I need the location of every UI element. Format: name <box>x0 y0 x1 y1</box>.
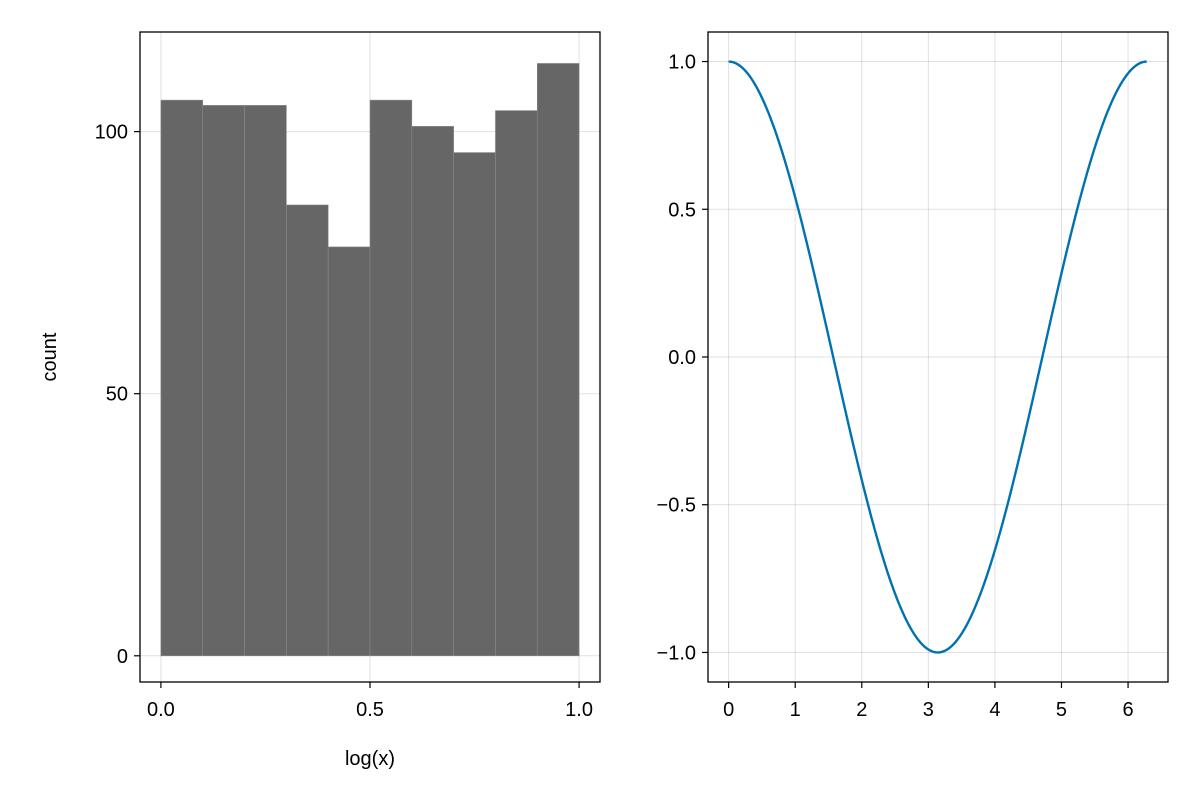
histogram-bar <box>286 204 329 657</box>
line-x-tick-label: 5 <box>1056 699 1067 721</box>
line-y-tick-label: 0.5 <box>668 199 696 221</box>
line-y-tick-label: −0.5 <box>657 495 696 517</box>
histogram-bar <box>536 63 580 657</box>
histogram-x-tick-label: 0.5 <box>356 699 384 721</box>
histogram-bar <box>244 105 287 657</box>
histogram-bar <box>453 152 496 657</box>
line-y-tick-label: −1.0 <box>657 642 696 664</box>
histogram-bar <box>160 99 204 657</box>
cosine-line <box>728 60 1147 654</box>
line-y-tick-label: 1.0 <box>668 52 696 74</box>
histogram-x-tick-label: 0.0 <box>147 699 175 721</box>
histogram-x-axis-label: log(x) <box>345 748 395 770</box>
line-grid <box>708 32 1168 682</box>
histogram-ticks: 0.0 0.5 1.0 0 50 100 <box>95 122 593 721</box>
line-x-tick-label: 6 <box>1122 699 1133 721</box>
histogram-y-axis-label: count <box>39 332 61 381</box>
histogram-bars <box>160 63 580 657</box>
histogram-x-tick-label: 1.0 <box>565 699 593 721</box>
line-x-tick-label: 2 <box>856 699 867 721</box>
line-x-tick-label: 4 <box>989 699 1000 721</box>
histogram-bar <box>327 246 371 657</box>
histogram-bar <box>411 126 454 657</box>
line-ticks: 0 1 2 3 4 5 6 −1.0 −0.5 0.0 0.5 1.0 <box>657 52 1134 721</box>
histogram-panel: 0.0 0.5 1.0 0 50 100 log(x) count <box>39 31 601 770</box>
line-x-tick-label: 0 <box>723 699 734 721</box>
histogram-y-tick-label: 0 <box>117 646 128 668</box>
line-panel: 0 1 2 3 4 5 6 −1.0 −0.5 0.0 0.5 1.0 <box>657 31 1169 721</box>
line-x-tick-label: 1 <box>790 699 801 721</box>
line-y-tick-label: 0.0 <box>668 347 696 369</box>
line-series <box>728 60 1147 654</box>
line-x-tick-label: 3 <box>923 699 934 721</box>
histogram-bar <box>202 105 245 657</box>
histogram-bar <box>495 110 538 657</box>
histogram-y-tick-label: 100 <box>95 122 128 144</box>
histogram-y-tick-label: 50 <box>106 384 128 406</box>
histogram-bar <box>369 99 413 657</box>
